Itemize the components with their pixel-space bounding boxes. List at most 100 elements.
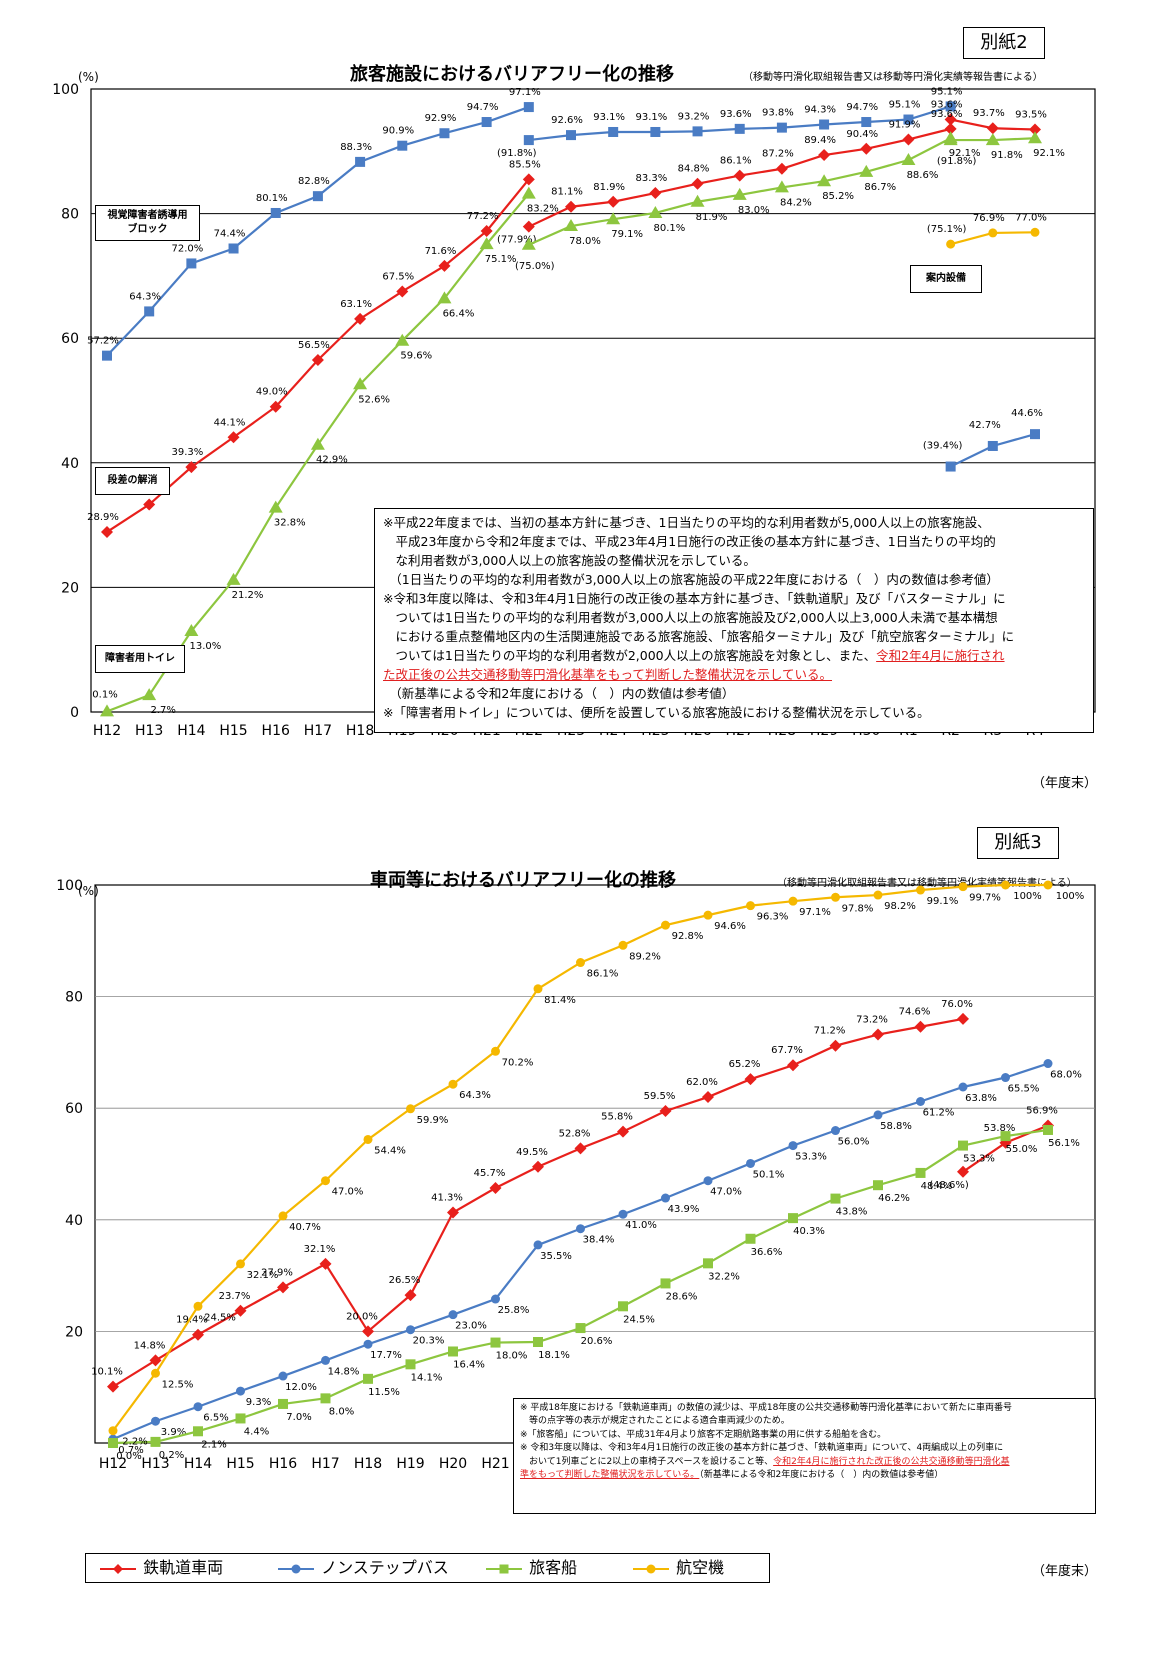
chart-2-series-1-point [192, 1328, 204, 1341]
chart-2-y-tick-label: 60 [65, 1101, 83, 1117]
legend-item-aircraft: 航空機 [631, 1554, 724, 1582]
chart-2-series-4-point [236, 1259, 245, 1269]
chart-2-series-3-data-label: 2.1% [201, 1439, 226, 1450]
chart-1-series-2-point [522, 173, 535, 186]
series-label-signage: 案内設備 [910, 265, 982, 293]
chart-2-series-1-point [489, 1181, 502, 1194]
chart-1-series-2-point [733, 169, 746, 182]
chart-1-series-3-point [100, 704, 114, 717]
chart-2-series-4-point [193, 1301, 203, 1311]
chart-1-series-1-point [439, 128, 450, 139]
chart-2-series-2-data-label: 68.0% [1050, 1070, 1082, 1081]
chart-2-series-4-data-label: 81.4% [544, 995, 576, 1006]
chart-2-series-1-point [829, 1039, 842, 1052]
chart-2-series-4-data-label: 96.3% [757, 912, 789, 923]
chart-2-series-4-point [1043, 880, 1053, 890]
chart-1-note-line: ※平成22年度までは、当初の基本方針に基づき、1日当たりの平均的な利用者数が5,… [383, 515, 990, 530]
chart-1-series-1-point [481, 117, 492, 128]
chart-2-series-2-data-label: 41.0% [625, 1220, 657, 1231]
chart-2-series-3-point [788, 1213, 798, 1224]
chart-2-series-4-data-label: 64.3% [459, 1090, 491, 1101]
chart-2-source-note: （移動等円滑化取組報告書又は移動等円滑化実績等報告書による） [777, 878, 1077, 889]
chart-2-series-2-point [406, 1325, 415, 1335]
chart-2-series-1-point [362, 1325, 374, 1338]
chart-1-series-3-data-label: 91.8% [991, 150, 1023, 161]
chart-1-x-tick-label: H13 [135, 723, 163, 739]
chart-2-series-3-data-label: 11.5% [368, 1387, 400, 1398]
chart-2-series-2-point [321, 1355, 330, 1365]
chart-1-series-2-point [311, 354, 324, 367]
chart-2-series-3-data-label: 48.4% [921, 1181, 953, 1192]
chart-2-series-2-point [958, 1082, 968, 1092]
chart-1-series-1-data-label: 92.9% [425, 113, 457, 124]
chart-2-series-1-data-label: 67.7% [771, 1045, 803, 1056]
chart-1-series-3-point [353, 377, 368, 390]
chart-2-series-1-data-label: 53.8% [984, 1123, 1016, 1134]
chart-1-series-2-point [944, 113, 957, 126]
chart-1-year-end-label: （年度末） [1032, 776, 1098, 791]
chart-1-series-1-data-label: 74.4% [214, 228, 246, 239]
chart-2-series-1-point [149, 1354, 162, 1367]
chart-2-y-tick-label: 40 [65, 1213, 83, 1229]
chart-2-note-emphasis: 令和2年4月に施行された改正後の公共交通移動等円滑化基 [773, 1456, 1010, 1467]
chart-1-series-2-data-label: 91.9% [889, 119, 921, 130]
chart-2-series-1-data-label: 52.8% [559, 1128, 591, 1139]
chart-1-series-2-point [480, 225, 493, 238]
chart-2-series-1-point [914, 1020, 927, 1033]
chart-2-series-4-point [788, 896, 798, 906]
chart-1-y-tick-label: 60 [61, 331, 79, 347]
chart-2-series-2-data-label: 25.8% [498, 1305, 530, 1316]
chart-2-series-2-point [533, 1240, 543, 1250]
chart-2-series-1-point [617, 1125, 629, 1138]
chart-1-note-line: ※「障害者用トイレ」については、便所を設置している旅客施設における整備状況を示し… [383, 705, 930, 720]
chart-2-series-4-data-label: 99.7% [969, 893, 1001, 904]
chart-1-series-2-data-label: 67.5% [382, 271, 414, 282]
chart-2-series-2-point [1043, 1059, 1053, 1069]
chart-1-series-1-data-label: 92.6% [551, 115, 583, 126]
chart-1-series-3-point [901, 153, 916, 166]
chart-1-series-3-point [1028, 131, 1042, 144]
chart-1-series-3-point [268, 500, 283, 513]
chart-2-series-4-data-label: 94.6% [714, 921, 746, 932]
chart-1-series-3-data-label: 52.6% [358, 394, 390, 405]
chart-2-series-1-point [319, 1257, 332, 1270]
chart-2-x-tick-label: H16 [269, 1456, 297, 1472]
chart-2-series-2-data-label: 65.5% [1008, 1084, 1040, 1095]
chart-2-series-4-point [618, 940, 628, 950]
chart-1-series-2-data-label: 93.7% [973, 108, 1005, 119]
chart-2-series-4-point [873, 890, 883, 900]
chart-2-x-tick-label: H19 [396, 1456, 424, 1472]
chart-2-series-4-point [831, 892, 840, 902]
chart-1-series-2-point [354, 312, 367, 325]
chart-2-note-text: （新基準による令和2年度における（ ）内の数値は参考値） [699, 1470, 944, 1481]
chart-2-series-3-data-label: 56.1% [1048, 1138, 1080, 1149]
chart-2-series-4-point [703, 910, 713, 920]
chart-2-series-4-data-label: 100% [1013, 891, 1042, 902]
chart-1-note-line: 平成23年度から令和2年度までは、平成23年4月1日施行の改正後の基本方針に基づ… [383, 534, 996, 549]
chart-1-x-tick-label: H14 [177, 723, 205, 739]
chart-1-series-2-point [185, 461, 198, 474]
chart-2-series-1-point [744, 1073, 757, 1086]
chart-2-series-2-data-label: 63.8% [965, 1093, 997, 1104]
chart-2-series-4-data-label: 92.8% [672, 931, 704, 942]
chart-1-series-3-data-label: 83.2% [527, 204, 559, 215]
chart-1-series-2-data-label: 93.6% [931, 100, 963, 111]
chart-1-series-2-point [986, 122, 999, 135]
chart-1-series-5-point [987, 440, 998, 451]
chart-1-series-3-point [564, 219, 578, 232]
chart-2-series-3-point [830, 1193, 841, 1204]
chart-1-series-3-point [310, 437, 325, 450]
chart-1-series-2-point [691, 177, 704, 190]
chart-1-y-tick-label: 20 [61, 580, 79, 596]
chart-1-series-4-data-label: 77.0% [1015, 212, 1047, 223]
chart-2-series-4-point [661, 920, 670, 930]
chart-2-series-2-data-label: 38.4% [583, 1235, 615, 1246]
chart-1-series-1-data-label: 93.2% [678, 111, 710, 122]
chart-1-series-5-point [945, 461, 956, 472]
chart-1-series-1-point [102, 350, 112, 361]
chart-2-series-2-line [112, 1062, 1049, 1441]
chart-2-series-1-data-label: 45.7% [474, 1168, 506, 1179]
chart-2-series-4-data-label: 32.1% [247, 1270, 279, 1281]
chart-2-series-2-data-label: 56.0% [838, 1137, 870, 1148]
